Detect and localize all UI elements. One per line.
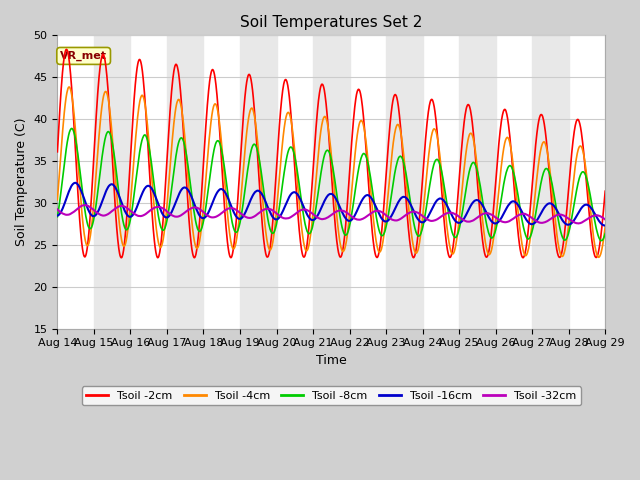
X-axis label: Time: Time: [316, 354, 347, 367]
Bar: [167, 36, 204, 329]
Bar: [240, 36, 276, 329]
Bar: [313, 36, 349, 329]
Text: VR_met: VR_met: [60, 51, 107, 61]
Bar: [94, 36, 131, 329]
Legend: Tsoil -2cm, Tsoil -4cm, Tsoil -8cm, Tsoil -16cm, Tsoil -32cm: Tsoil -2cm, Tsoil -4cm, Tsoil -8cm, Tsoi…: [82, 386, 581, 405]
Bar: [605, 36, 640, 329]
Bar: [386, 36, 422, 329]
Bar: [459, 36, 495, 329]
Bar: [532, 36, 569, 329]
Y-axis label: Soil Temperature (C): Soil Temperature (C): [15, 118, 28, 246]
Title: Soil Temperatures Set 2: Soil Temperatures Set 2: [240, 15, 422, 30]
